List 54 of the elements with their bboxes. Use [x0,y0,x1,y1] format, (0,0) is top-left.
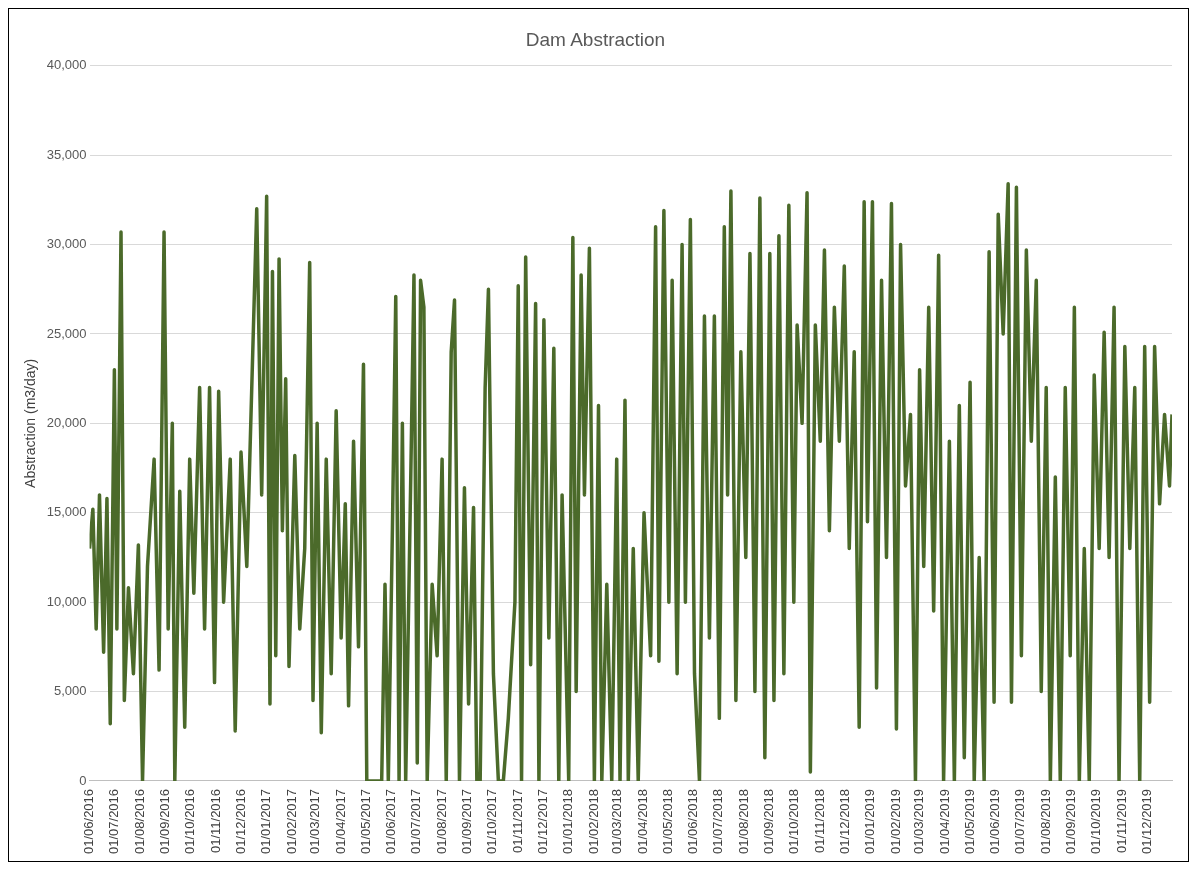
y-tick-label: 30,000 [46,236,87,252]
x-tick-label: 01/01/2017 [258,788,274,855]
x-tick-label: 01/04/2018 [634,788,650,855]
y-tick-label: 35,000 [46,146,87,162]
x-tick-label: 01/11/2016 [207,788,223,854]
x-tick-label: 01/11/2019 [1113,788,1129,854]
x-tick-label: 01/09/2016 [157,788,173,855]
x-tick-label: 01/01/2019 [862,788,878,855]
y-tick-label: 5,000 [54,683,87,699]
y-axis-title: Abstraction (m3/day) [22,358,39,488]
x-tick-label: 01/07/2019 [1012,788,1028,855]
x-tick-label: 01/12/2018 [836,788,852,855]
y-tick-label: 0 [79,772,87,788]
x-tick-label: 01/12/2017 [534,788,550,855]
x-tick-label: 01/08/2016 [131,788,147,855]
x-tick-label: 01/02/2017 [283,788,299,855]
x-tick-label: 01/04/2019 [936,788,952,855]
x-tick-label: 01/12/2019 [1138,788,1154,855]
x-tick-label: 01/02/2018 [585,788,601,855]
x-tick-label: 01/06/2019 [987,788,1003,855]
x-tick-label: 01/03/2017 [307,788,323,855]
x-tick-label: 01/11/2017 [509,788,525,854]
y-tick-label: 15,000 [46,504,87,520]
x-tick-label: 01/12/2016 [232,788,248,855]
x-tick-label: 01/05/2018 [659,788,675,855]
x-tick-label: 01/05/2017 [357,788,373,855]
x-tick-label: 01/09/2017 [459,788,475,855]
y-tick-label: 25,000 [46,325,87,341]
x-tick-label: 01/09/2018 [761,788,777,855]
x-tick-label: 01/06/2016 [81,788,97,855]
x-tick-label: 01/10/2016 [182,788,198,855]
x-tick-label: 01/01/2018 [560,788,576,855]
x-tick-label: 01/03/2019 [911,788,927,855]
y-tick-label: 20,000 [46,414,87,430]
x-tick-label: 01/10/2019 [1088,788,1104,855]
x-tick-label: 01/07/2017 [408,788,424,855]
x-tick-label: 01/08/2019 [1037,788,1053,855]
x-tick-label: 01/10/2018 [786,788,802,855]
x-tick-label: 01/08/2018 [735,788,751,855]
x-tick-label: 01/06/2018 [685,788,701,855]
x-tick-label: 01/08/2017 [433,788,449,855]
chart-title: Dam Abstraction [525,28,666,50]
x-tick-label: 01/09/2019 [1063,788,1079,855]
x-tick-label: 01/07/2016 [105,788,121,855]
x-tick-label: 01/05/2019 [961,788,977,855]
x-tick-label: 01/06/2017 [383,788,399,855]
x-tick-label: 01/02/2019 [888,788,903,855]
y-tick-label: 40,000 [46,57,87,73]
x-tick-label: 01/04/2017 [332,788,348,855]
x-tick-label: 01/07/2018 [710,788,726,855]
x-tick-label: 01/03/2018 [609,788,625,855]
y-tick-label: 10,000 [46,593,87,609]
x-tick-label: 01/11/2018 [811,788,827,854]
x-tick-label: 01/10/2017 [484,788,500,855]
